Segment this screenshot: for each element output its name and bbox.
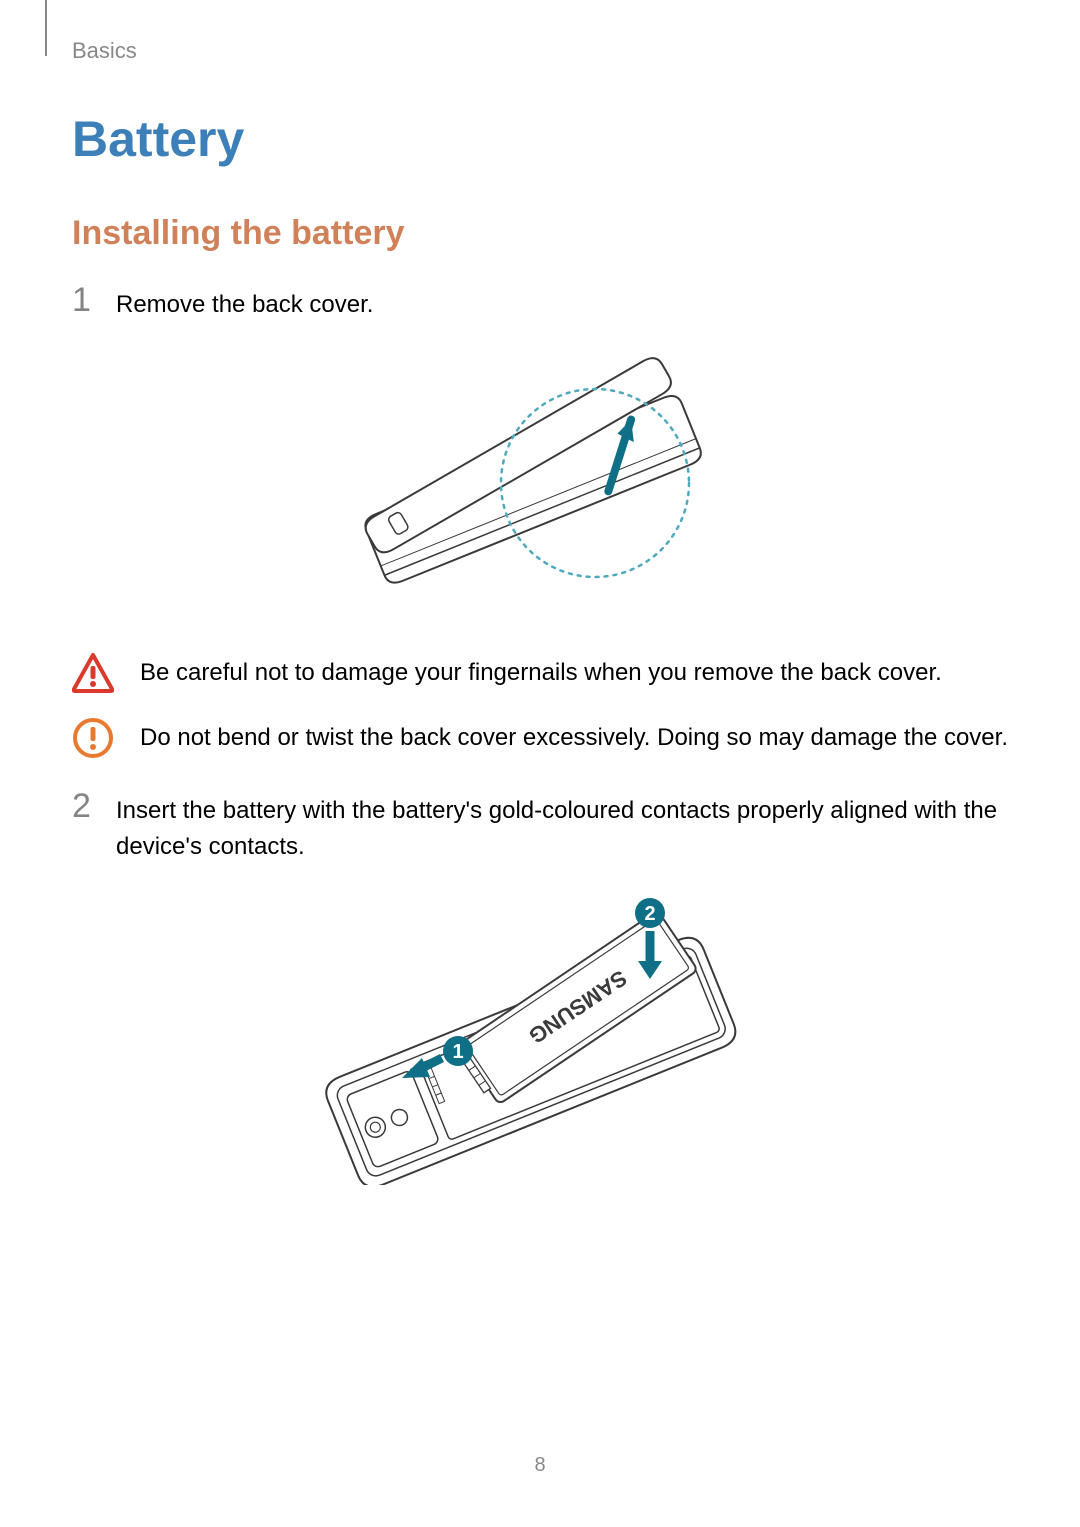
heading-installing: Installing the battery xyxy=(72,214,1008,253)
page-margin-mark xyxy=(45,0,47,56)
remove-cover-illustration xyxy=(340,353,740,613)
breadcrumb: Basics xyxy=(72,38,137,64)
page-content: Battery Installing the battery 1 Remove … xyxy=(72,100,1008,1225)
step-2: 2 Insert the battery with the battery's … xyxy=(72,789,1008,865)
step-number: 2 xyxy=(72,789,92,823)
step-text: Remove the back cover. xyxy=(116,283,373,323)
callout-warning-text: Be careful not to damage your fingernail… xyxy=(140,655,942,691)
svg-text:1: 1 xyxy=(452,1041,463,1063)
step-text: Insert the battery with the battery's go… xyxy=(116,789,1008,865)
insert-battery-illustration: SAMSUNG 2 1 xyxy=(320,895,760,1185)
figure-remove-cover xyxy=(72,353,1008,613)
svg-text:2: 2 xyxy=(644,903,655,925)
figure-insert-battery: SAMSUNG 2 1 xyxy=(72,895,1008,1185)
callout-caution: Do not bend or twist the back cover exce… xyxy=(72,717,1008,759)
callout-caution-text: Do not bend or twist the back cover exce… xyxy=(140,720,1008,756)
warning-icon xyxy=(72,653,114,693)
page-number: 8 xyxy=(0,1454,1080,1477)
callout-warning: Be careful not to damage your fingernail… xyxy=(72,653,1008,693)
caution-icon xyxy=(72,717,114,759)
heading-battery: Battery xyxy=(72,110,1008,168)
step-number: 1 xyxy=(72,283,92,317)
step-1: 1 Remove the back cover. xyxy=(72,283,1008,323)
